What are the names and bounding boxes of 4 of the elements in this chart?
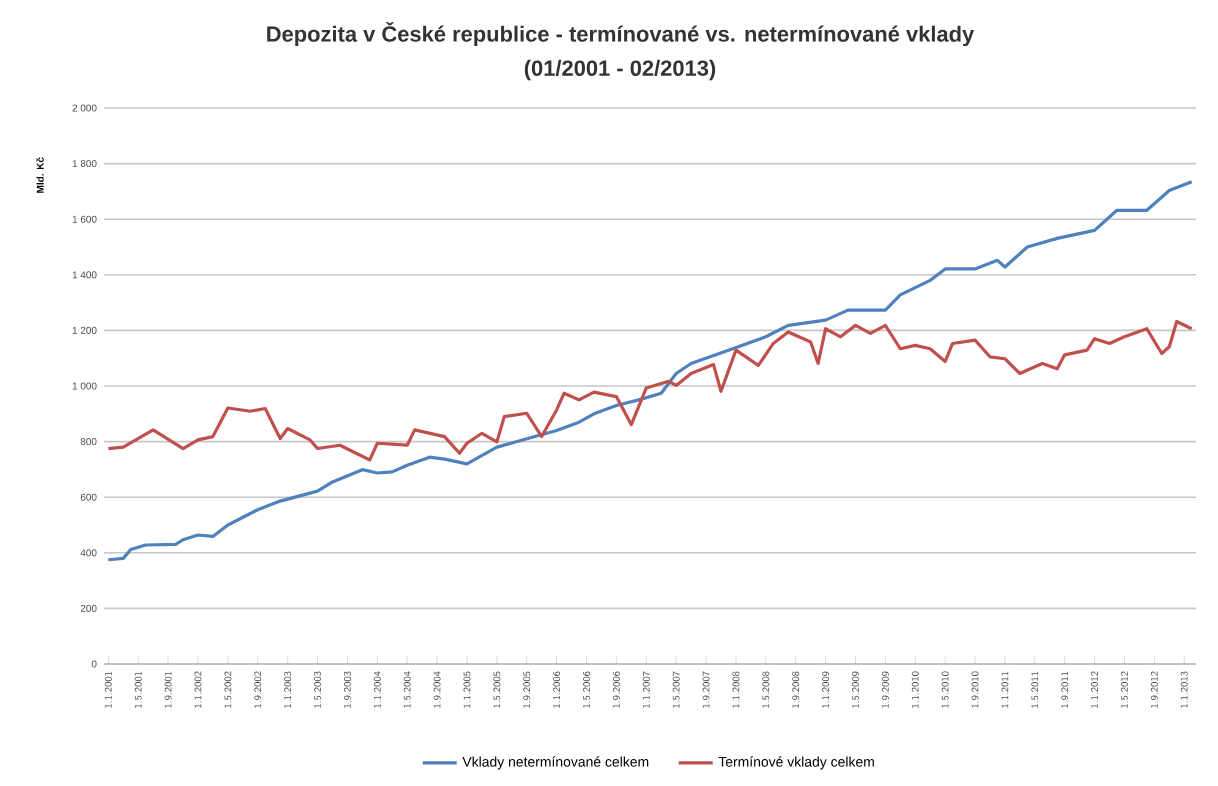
chart-title: Depozita v České republice - termínované vs. netermínované vklady	[267, 21, 975, 47]
line-series	[106, 180, 1194, 562]
chart-subtitle: (01/2001 - 02/2013)	[524, 59, 716, 81]
line-series	[106, 319, 1194, 462]
